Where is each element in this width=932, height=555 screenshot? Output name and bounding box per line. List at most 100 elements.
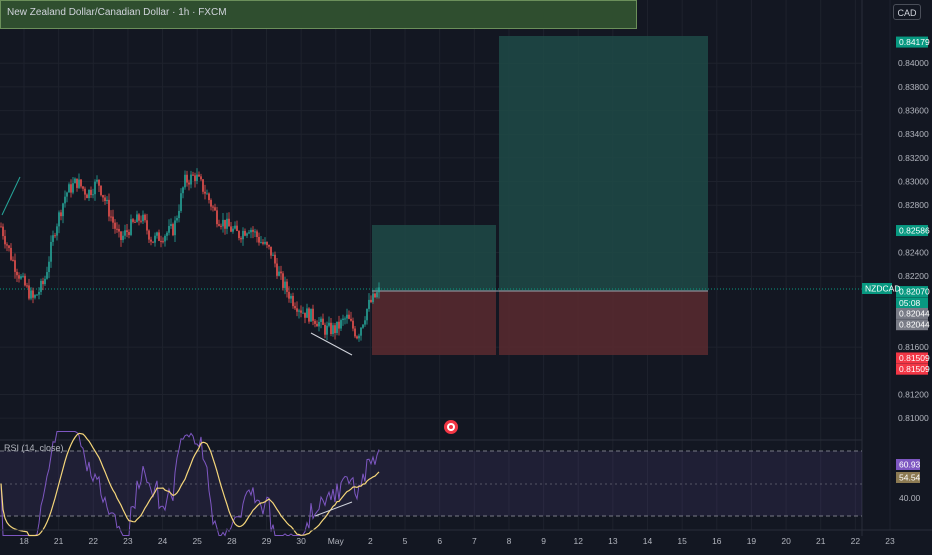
candle-body [84, 188, 86, 195]
candle-body [18, 275, 20, 279]
candle-body [322, 318, 324, 325]
candle-body [172, 224, 174, 236]
rsi-pane[interactable] [0, 431, 862, 537]
candle-body [268, 244, 270, 247]
candle-body [38, 291, 40, 295]
candle-body [306, 308, 308, 318]
candle-body [46, 272, 48, 279]
candle-body [298, 310, 300, 312]
candle-body [272, 254, 274, 256]
candle-body [334, 325, 336, 333]
time-tick-label-16: 12 [574, 536, 584, 546]
candle-body [112, 216, 114, 223]
price-tag-bg-3 [896, 297, 928, 309]
candle-body [22, 275, 24, 277]
rsi-level-tag: 40.00 [899, 493, 921, 503]
candle-body [234, 225, 236, 229]
trend-line-left[interactable] [1, 176, 21, 216]
rsi-line[interactable] [0, 431, 380, 537]
candle-body [362, 324, 364, 328]
price-tag-bg-1 [896, 225, 928, 237]
candle-body [354, 328, 356, 337]
candle-body [328, 322, 330, 326]
candle-body [156, 232, 158, 236]
candle-body [230, 226, 232, 232]
time-axis[interactable]: 18 21 22 23 24 25 28 29 30 May 2 5 6 7 8 9 12 13 14 15 16 19 2… [19, 536, 895, 546]
symbol-tag: NZDCAD [862, 283, 900, 294]
candle-body [118, 228, 120, 232]
candle-body [128, 232, 130, 235]
candle-body [132, 219, 134, 222]
candle-body [374, 293, 376, 298]
profit-zone-short [372, 225, 496, 291]
candle-body [144, 214, 146, 221]
event-marker-icon[interactable] [444, 420, 458, 434]
candle-body [68, 184, 70, 193]
divergence-line-price[interactable] [310, 332, 353, 356]
candle-body [294, 306, 296, 309]
candle-body [50, 241, 52, 262]
candle-body [370, 299, 372, 303]
candle-body [296, 308, 298, 312]
long-position-tool-long[interactable] [372, 36, 708, 355]
candle-body [66, 192, 68, 197]
candle-body [10, 247, 12, 260]
candle-body [352, 320, 354, 329]
candle-body [52, 235, 54, 242]
candle-body [166, 232, 168, 236]
candle-body [176, 218, 178, 221]
candle-body [200, 176, 202, 180]
long-position-tool-short[interactable] [372, 225, 496, 355]
candle-body [48, 261, 50, 273]
candle-body [56, 226, 58, 236]
candle-body [364, 320, 366, 325]
candle-body [264, 241, 266, 244]
time-tick-label-0: 18 [19, 536, 29, 546]
symbol-title-bar[interactable]: New Zealand Dollar/Canadian Dollar · 1h … [0, 0, 637, 29]
price-tag-bg-0 [896, 36, 928, 48]
price-tag-5: 0.82044 [899, 320, 930, 330]
candle-body [16, 271, 18, 276]
candle-body [308, 308, 310, 322]
time-tick-label-24: 22 [851, 536, 861, 546]
candle-body [70, 184, 72, 193]
price-tag-3: 05:08 [899, 298, 921, 308]
price-tag-bg-7 [896, 363, 928, 375]
candle-body [240, 238, 242, 240]
candle-body [202, 179, 204, 192]
price-tick-label-7: 0.82400 [898, 248, 929, 258]
candle-body [278, 271, 280, 276]
candle-body [24, 275, 26, 286]
currency-badge[interactable]: CAD [893, 4, 921, 20]
candle-body [94, 181, 96, 195]
candle-body [142, 214, 144, 222]
time-tick-label-23: 21 [816, 536, 826, 546]
candle-body [310, 308, 312, 322]
symbol-tag-label: NZDCAD [865, 284, 900, 294]
candle-body [302, 312, 304, 314]
candle-body [284, 281, 286, 288]
candle-body [292, 295, 294, 307]
time-tick-label-13: 7 [472, 536, 477, 546]
price-axis[interactable]: 0.84000 0.83800 0.83600 0.83400 0.83200 0.830… [898, 58, 929, 423]
candle-body [184, 174, 186, 188]
candle-body [300, 310, 302, 313]
candle-body [102, 195, 104, 198]
time-tick-label-8: 30 [296, 536, 306, 546]
candle-body [138, 214, 140, 221]
rsi-ma-line[interactable] [0, 432, 380, 537]
price-tick-label-11: 0.81000 [898, 413, 929, 423]
time-tick-label-21: 19 [747, 536, 757, 546]
candle-body [146, 220, 148, 231]
time-tick-label-4: 24 [158, 536, 168, 546]
price-tick-label-1: 0.83800 [898, 82, 929, 92]
rsi-indicator-label[interactable]: RSI (14, close) [4, 443, 64, 453]
price-tick-label-3: 0.83400 [898, 129, 929, 139]
rsi-value-tag: 60.93 [899, 460, 921, 470]
candlestick-series[interactable] [0, 168, 380, 342]
candle-body [252, 229, 254, 232]
divergence-line-rsi[interactable] [314, 501, 353, 517]
candle-body [232, 228, 234, 232]
